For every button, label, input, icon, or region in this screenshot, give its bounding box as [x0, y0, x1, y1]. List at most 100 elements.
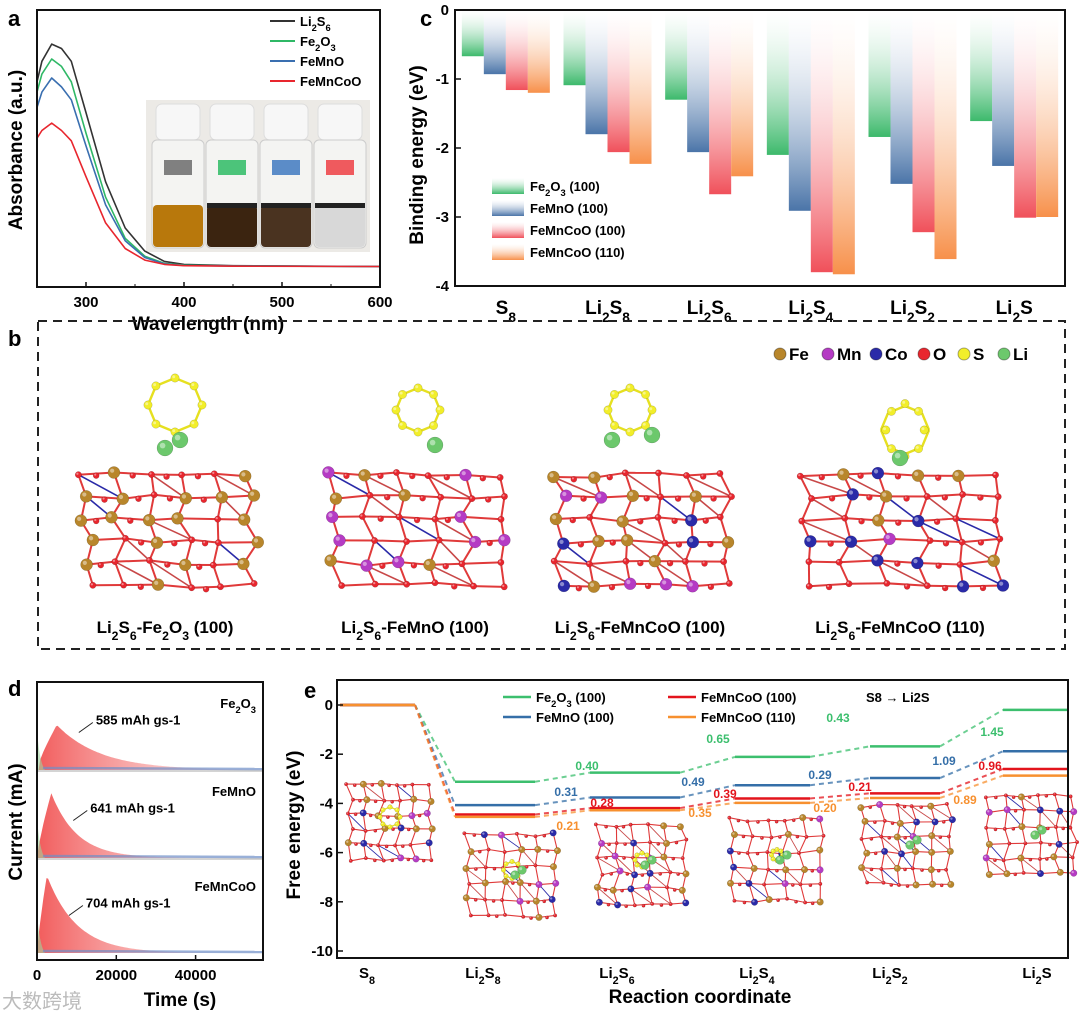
atom-highlight	[803, 901, 806, 903]
atom-o	[623, 842, 628, 847]
atom-highlight	[551, 864, 554, 867]
atom-highlight	[625, 905, 627, 907]
atom-o	[825, 583, 833, 591]
atom-highlight	[559, 539, 564, 544]
bond	[722, 561, 731, 584]
atom-fe	[784, 830, 792, 838]
atom-o	[745, 819, 750, 824]
atom-highlight	[611, 391, 615, 395]
atom-highlight	[401, 845, 403, 847]
atom-fe	[609, 886, 617, 894]
atom-highlight	[649, 857, 653, 861]
atom-o	[622, 856, 626, 860]
atom-s	[609, 421, 619, 431]
atom-highlight	[1014, 873, 1016, 875]
atom-o	[479, 474, 487, 482]
atom-highlight	[658, 494, 661, 498]
atom-fe	[549, 863, 558, 871]
atom-o	[621, 469, 629, 477]
atom-highlight	[422, 859, 424, 861]
x-tick-label: 0	[33, 967, 41, 984]
atom-o	[676, 872, 681, 877]
y-tick-label: -2	[436, 140, 449, 157]
atom-highlight	[525, 865, 527, 867]
bond	[461, 561, 501, 565]
atom-highlight	[159, 442, 166, 449]
bond	[649, 873, 668, 888]
atom-fe	[660, 853, 668, 861]
atom-o	[97, 561, 105, 569]
atom-o	[514, 831, 519, 836]
atom-o	[421, 858, 426, 863]
bond	[361, 516, 376, 541]
atom-o	[492, 866, 497, 871]
atom-highlight	[181, 560, 186, 566]
bond	[438, 539, 463, 565]
atom-highlight	[959, 540, 963, 543]
bond	[406, 581, 436, 586]
bond	[785, 869, 801, 885]
atom-o	[202, 585, 210, 593]
atom-o	[798, 517, 806, 525]
y-tick-label: 0	[441, 2, 449, 19]
atom-highlight	[896, 520, 899, 523]
atom-highlight	[822, 834, 824, 836]
vial	[205, 103, 259, 249]
atom-o	[580, 495, 587, 502]
atom-fe	[215, 491, 229, 504]
atom-highlight	[344, 473, 347, 476]
atom-highlight	[624, 843, 626, 845]
vial-cap	[263, 103, 309, 141]
atom-highlight	[945, 868, 947, 870]
atom-mn	[659, 577, 673, 591]
atom-highlight	[239, 560, 244, 565]
atom-li	[156, 439, 174, 457]
bond	[1005, 795, 1025, 811]
bar-li2s6-2	[709, 10, 732, 195]
bond	[959, 563, 1004, 587]
atom-highlight	[673, 888, 675, 891]
atom-co	[844, 535, 858, 548]
atom-fe	[616, 515, 629, 528]
y-tick-label: -6	[320, 845, 333, 862]
atom-highlight	[382, 859, 384, 861]
atom-highlight	[899, 851, 902, 854]
atom-highlight	[943, 586, 946, 589]
atom-o	[431, 515, 439, 523]
atom-o	[408, 842, 413, 847]
atom-highlight	[662, 580, 667, 585]
atom-highlight	[688, 538, 694, 543]
atom-highlight	[811, 869, 813, 871]
atom-highlight	[107, 513, 112, 518]
atom-o	[497, 515, 505, 523]
atom-co	[913, 818, 921, 826]
atom-o	[607, 842, 612, 847]
bond	[911, 805, 936, 823]
atom-fe	[587, 580, 601, 593]
atom-o	[371, 580, 379, 588]
atom-o	[171, 540, 178, 547]
x-category-label: S8	[359, 965, 375, 987]
bond	[465, 868, 486, 884]
atom-highlight	[1004, 871, 1008, 874]
vial-meniscus	[207, 203, 257, 208]
atom-o	[470, 582, 478, 590]
energy-connector	[939, 709, 1004, 748]
atom-o	[496, 474, 504, 481]
atom-highlight	[112, 559, 116, 562]
atom-co	[1036, 806, 1044, 814]
bond	[958, 542, 964, 565]
bond	[657, 517, 667, 544]
atom-highlight	[473, 834, 475, 836]
atom-highlight	[1071, 809, 1074, 812]
atom-highlight	[627, 385, 631, 389]
atom-highlight	[1058, 870, 1061, 873]
atom-o	[372, 858, 377, 863]
atom-o	[675, 541, 683, 548]
atom-o	[393, 843, 398, 848]
atom-highlight	[189, 537, 192, 540]
atom-o	[637, 559, 644, 567]
energy-step-label: 0.40	[575, 759, 599, 773]
atom-highlight	[379, 781, 382, 784]
atom-highlight	[687, 516, 692, 521]
